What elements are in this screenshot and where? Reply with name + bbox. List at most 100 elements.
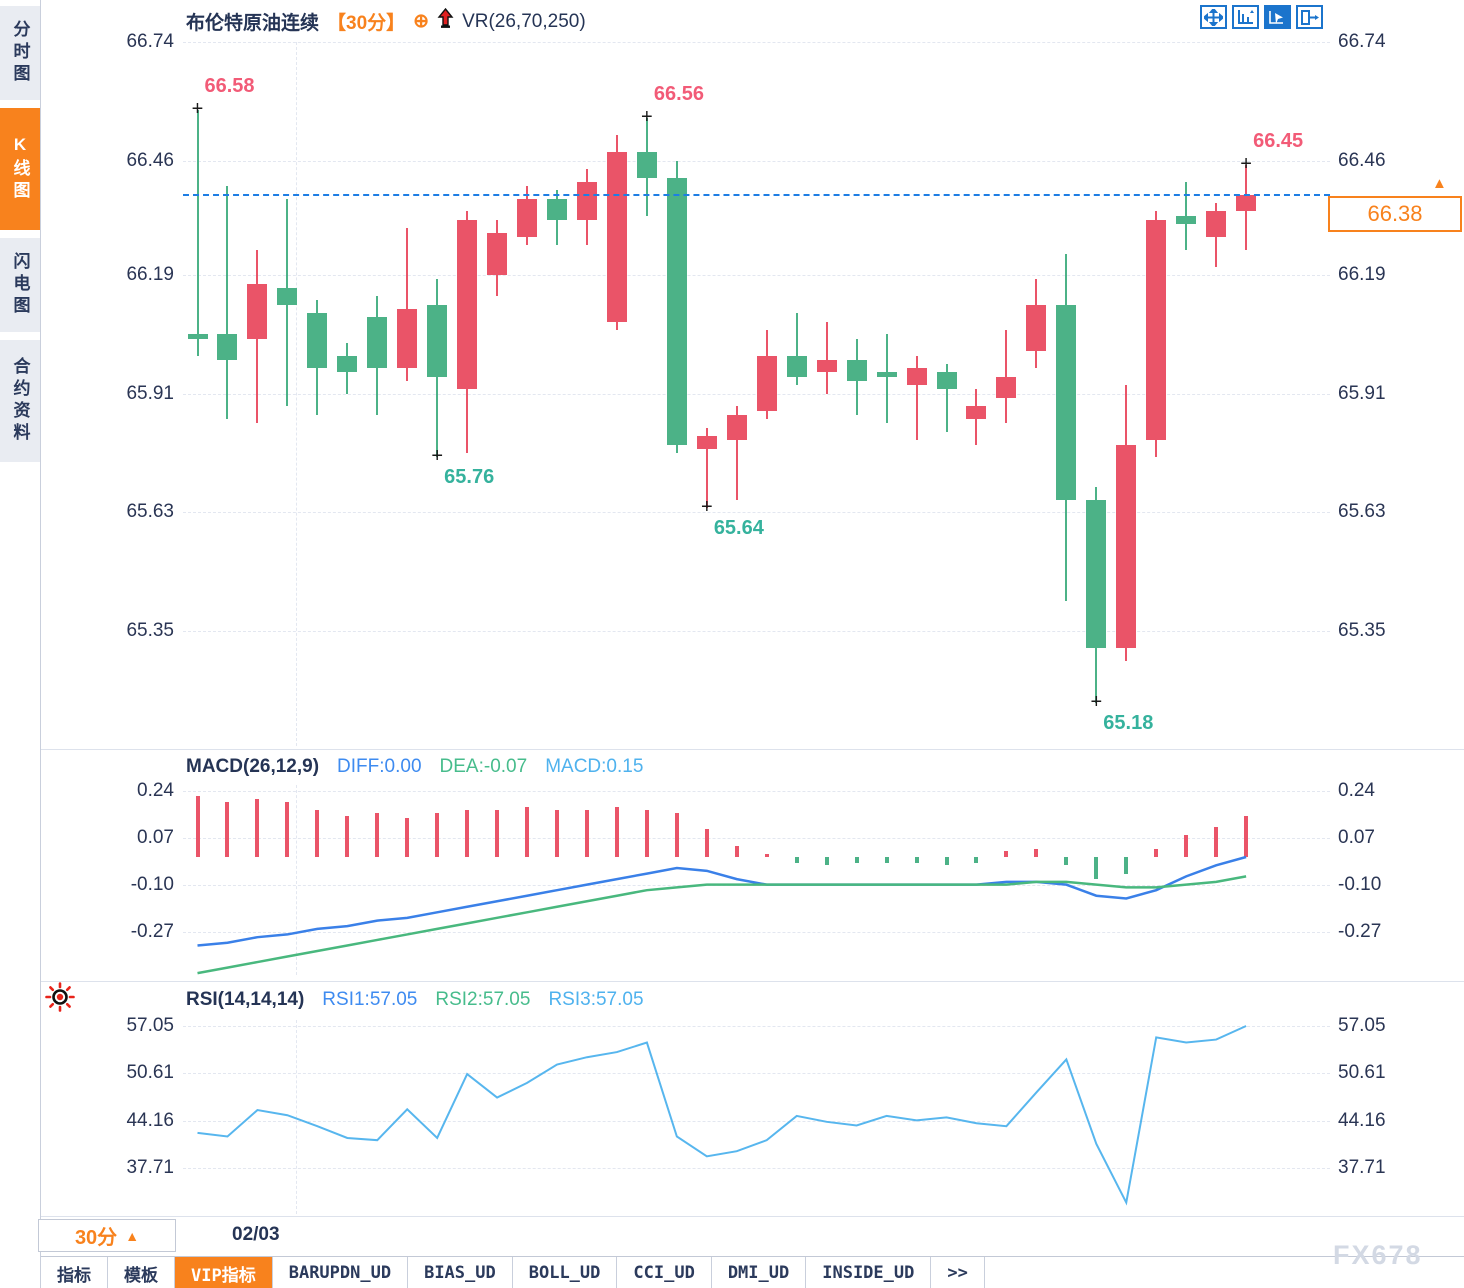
candlestick bbox=[816, 359, 837, 373]
macd-histogram-bar bbox=[1184, 834, 1189, 857]
indicator-tab-模板[interactable]: 模板 bbox=[108, 1257, 175, 1288]
sidebar-tab-闪电图[interactable]: 闪电图 bbox=[0, 238, 40, 332]
indicator-tab-CCI_UD[interactable]: CCI_UD bbox=[617, 1257, 712, 1288]
candlestick bbox=[397, 308, 418, 369]
candle-wick bbox=[915, 355, 918, 441]
macd-histogram-bar bbox=[1094, 857, 1099, 880]
macd-title: MACD(26,12,9) bbox=[186, 756, 320, 777]
axis-scale-icon[interactable] bbox=[1232, 5, 1259, 29]
macd-histogram-bar bbox=[375, 812, 380, 857]
candlestick bbox=[906, 368, 927, 386]
macd-dea-value: DEA:-0.07 bbox=[439, 756, 528, 777]
candlestick bbox=[666, 177, 687, 445]
macd-histogram-bar bbox=[405, 818, 410, 857]
pan-icon[interactable] bbox=[1200, 5, 1227, 29]
candlestick bbox=[307, 313, 328, 369]
price-axis-label-left: 65.63 bbox=[126, 501, 174, 523]
gridline bbox=[183, 630, 1330, 632]
symbol-title: 布伦特原油连续 bbox=[186, 13, 320, 34]
indicator-tab-DMI_UD[interactable]: DMI_UD bbox=[712, 1257, 807, 1288]
indicator-tab-BARUPDN_UD[interactable]: BARUPDN_UD bbox=[273, 1257, 409, 1288]
price-axis-label-right: 65.35 bbox=[1338, 619, 1386, 641]
vr-indicator-label: VR(26,70,250) bbox=[462, 10, 586, 32]
candlestick bbox=[1056, 304, 1077, 500]
candlestick bbox=[846, 359, 867, 381]
macd-histogram-bar bbox=[195, 796, 200, 857]
macd-histogram-bar bbox=[854, 857, 859, 863]
watermark: FX678 bbox=[1333, 1240, 1423, 1270]
macd-diff-value: DIFF:0.00 bbox=[337, 756, 422, 777]
macd-histogram-bar bbox=[734, 845, 739, 857]
rsi-axis-label-left: 44.16 bbox=[126, 1109, 174, 1131]
candlestick bbox=[487, 232, 508, 276]
indicator-tab-INSIDE_UD[interactable]: INSIDE_UD bbox=[806, 1257, 932, 1288]
gridline bbox=[183, 512, 1330, 514]
session-gridline bbox=[296, 1020, 297, 1214]
price-axis-label-right: 66.19 bbox=[1338, 264, 1386, 286]
indicator-tab-VIP指标[interactable]: VIP指标 bbox=[175, 1257, 273, 1288]
gridline bbox=[183, 1073, 1330, 1075]
gridline bbox=[183, 790, 1330, 792]
indicator-tabbar: 指标 模板 VIP指标 BARUPDN_UD BIAS_UD BOLL_UD CCI_UD D… bbox=[41, 1256, 1464, 1288]
macd-histogram-bar bbox=[584, 809, 589, 857]
indicator-tab-指标[interactable]: 指标 bbox=[41, 1257, 108, 1288]
low-price-label: 65.18 bbox=[1103, 711, 1154, 734]
candlestick bbox=[966, 406, 987, 420]
date-axis-label: 02/03 bbox=[232, 1224, 280, 1245]
chart-header: 布伦特原油连续 【30分】 ⊕ VR(26,70,250) bbox=[186, 7, 586, 35]
macd-histogram-bar bbox=[1124, 857, 1129, 874]
indicator-tab->>[interactable]: >> bbox=[931, 1257, 985, 1288]
low-marker-cross: + bbox=[700, 496, 713, 519]
low-marker-cross: + bbox=[431, 445, 444, 468]
sidebar-tab-合约资料[interactable]: 合约资料 bbox=[0, 340, 40, 462]
price-axis-label-right: 66.74 bbox=[1338, 31, 1386, 52]
high-price-label: 66.56 bbox=[653, 83, 704, 106]
candlestick bbox=[217, 334, 238, 360]
pointer-icon[interactable] bbox=[1264, 5, 1291, 29]
macd-macd-value: MACD:0.15 bbox=[545, 756, 644, 777]
candle-wick bbox=[885, 334, 888, 424]
macd-histogram-bar bbox=[644, 809, 649, 857]
macd-histogram-bar bbox=[824, 857, 829, 866]
macd-axis-label-left: 0.24 bbox=[137, 779, 174, 801]
rsi-line bbox=[197, 1025, 1247, 1206]
candle-wick bbox=[705, 427, 708, 509]
macd-pane-header: MACD(26,12,9) DIFF:0.00 DEA:-0.07 MACD:0.15 bbox=[186, 756, 643, 778]
macd-histogram-bar bbox=[764, 854, 769, 857]
gridline bbox=[183, 1167, 1330, 1169]
macd-histogram-bar bbox=[974, 857, 979, 863]
candle-wick bbox=[226, 186, 229, 420]
period-badge[interactable]: 【30分】 bbox=[327, 13, 406, 34]
macd-histogram-bar bbox=[944, 857, 949, 866]
sidebar-tab-分时图[interactable]: 分时图 bbox=[0, 6, 40, 100]
high-marker-cross: + bbox=[191, 97, 204, 120]
macd-histogram-bar bbox=[884, 857, 889, 863]
collapse-right-icon[interactable] bbox=[1296, 5, 1323, 29]
indicator-tab-BOLL_UD[interactable]: BOLL_UD bbox=[513, 1257, 618, 1288]
candlestick bbox=[876, 372, 897, 377]
sidebar-divider bbox=[40, 0, 41, 1288]
current-price-tag: 66.38 bbox=[1328, 196, 1462, 232]
macd-axis-label-left: -0.27 bbox=[130, 920, 174, 942]
candlestick bbox=[187, 334, 208, 339]
indicator-tab-BIAS_UD[interactable]: BIAS_UD bbox=[408, 1257, 513, 1288]
candlestick bbox=[606, 152, 627, 322]
alert-sun-icon[interactable] bbox=[45, 982, 75, 1017]
price-axis-label-right: 65.91 bbox=[1338, 382, 1386, 404]
candle-wick bbox=[735, 406, 738, 500]
macd-histogram-bar bbox=[1004, 851, 1009, 857]
candlestick bbox=[1236, 194, 1257, 212]
current-price-value: 66.38 bbox=[1367, 201, 1423, 226]
add-indicator-icon[interactable]: ⊕ bbox=[413, 11, 430, 32]
price-axis-label-left: 65.91 bbox=[126, 382, 174, 404]
high-price-label: 66.45 bbox=[1253, 129, 1304, 152]
candle-wick bbox=[795, 313, 798, 386]
macd-histogram-bar bbox=[315, 809, 320, 857]
up-arrow-icon bbox=[437, 7, 454, 35]
rsi-pane-header: RSI(14,14,14) RSI1:57.05 RSI2:57.05 RSI3:57… bbox=[186, 989, 644, 1011]
period-selector-button[interactable]: 30分 ▲ bbox=[38, 1219, 176, 1252]
macd-axis-label-right: 0.24 bbox=[1338, 779, 1375, 801]
rsi2-value: RSI2:57.05 bbox=[435, 989, 531, 1010]
sidebar-tab-K线图[interactable]: K线图 bbox=[0, 108, 40, 230]
